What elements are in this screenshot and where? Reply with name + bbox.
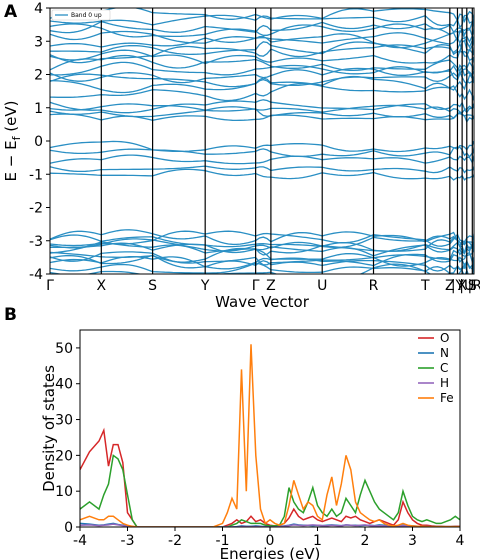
y-tick-label: 30 <box>55 413 73 429</box>
y-tick-label: 0 <box>34 134 43 150</box>
band-line <box>50 146 474 159</box>
legend-label: Fe <box>440 391 454 405</box>
band-line <box>50 168 474 181</box>
x-tick-label: 1 <box>313 533 322 549</box>
kpoint-label: Z <box>266 278 276 294</box>
band-line <box>50 67 474 84</box>
band-line <box>50 49 474 65</box>
band-line <box>50 234 474 249</box>
x-tick-label: 4 <box>456 533 465 549</box>
y-tick-label: -1 <box>29 167 43 183</box>
plot-frame <box>79 329 461 528</box>
y-tick-label: -2 <box>29 201 43 217</box>
y-tick-label: 4 <box>34 1 43 17</box>
kpoint-label: S <box>468 278 477 294</box>
band-line <box>50 54 474 73</box>
legend-label: H <box>440 376 449 390</box>
band-line <box>50 70 474 88</box>
kpoint-label: U <box>317 278 327 294</box>
kpoint-label: Γ <box>46 278 54 294</box>
panel-a-letter: A <box>4 2 18 22</box>
band-line <box>50 30 474 49</box>
legend-label: Band 0 up <box>71 12 102 19</box>
band-line <box>50 165 474 174</box>
kpoint-label: |Y <box>451 278 465 294</box>
band-line <box>50 14 474 29</box>
dos-series-h <box>80 523 460 527</box>
panel-b-letter: B <box>4 305 17 325</box>
legend-label: C <box>440 361 448 375</box>
kpoint-label: Z <box>445 278 455 294</box>
band-line <box>50 241 474 256</box>
kpoint-label: T <box>420 278 430 294</box>
band-line <box>50 32 474 48</box>
band-line <box>50 262 474 274</box>
density-of-states-plot: 0 10 20 30 40 50 -4 -3 -2 -1 0 1 2 3 4 Energies (eV) Den… <box>40 329 465 560</box>
band-line <box>50 229 474 249</box>
kpoint-label: |R <box>468 278 480 294</box>
band-line <box>50 82 474 102</box>
y-tick-label: 50 <box>55 341 73 357</box>
y-tick-label: 10 <box>55 484 73 500</box>
x-tick-label: -1 <box>216 533 230 549</box>
dos-series-o <box>80 427 460 527</box>
kpoint-label: |U <box>459 278 474 294</box>
band-line <box>50 103 474 114</box>
kpoint-label: X <box>97 278 107 294</box>
legend: Band 0 up <box>51 9 111 21</box>
legend-label: N <box>440 346 449 360</box>
y-tick-label: -4 <box>29 267 43 283</box>
band-line <box>50 99 474 114</box>
x-tick-label: 3 <box>408 533 417 549</box>
x-tick-label: -4 <box>73 533 87 549</box>
legend-label: O <box>440 331 449 345</box>
band-line <box>50 75 474 94</box>
y-tick-label: 1 <box>34 101 43 117</box>
x-tick-label: -3 <box>121 533 135 549</box>
y-tick-label: -3 <box>29 234 43 250</box>
y-tick-label: 40 <box>55 377 73 393</box>
x-axis-label: Energies (eV) <box>220 545 321 560</box>
band-line <box>50 251 474 267</box>
y-tick-label: 3 <box>34 34 43 50</box>
dos-series-c <box>80 454 460 527</box>
band-line <box>50 38 474 56</box>
band-line <box>50 247 474 263</box>
kpoint-label: X <box>457 278 467 294</box>
band-line <box>50 8 474 24</box>
band-line <box>50 108 474 119</box>
x-tick-label: 0 <box>266 533 275 549</box>
y-tick-label: 20 <box>55 448 73 464</box>
dos-series-fe <box>80 344 460 527</box>
x-tick-label: -2 <box>168 533 182 549</box>
band-line <box>50 262 474 274</box>
y-axis-label: E − Ef (eV) <box>2 101 23 182</box>
band-line <box>50 19 474 37</box>
band-line <box>50 42 474 64</box>
x-tick-label: 2 <box>361 533 370 549</box>
y-tick-label: 0 <box>64 520 73 536</box>
y-tick-label: 2 <box>34 68 43 84</box>
band-line <box>50 236 474 254</box>
band-line <box>50 253 474 270</box>
kpoint-label: S <box>148 278 157 294</box>
y-axis-label: Density of states <box>40 365 58 492</box>
kpoint-label: R <box>369 278 379 294</box>
dos-lines-group <box>80 344 460 527</box>
x-axis-label: Wave Vector <box>215 293 310 311</box>
kpoint-label: Y <box>200 278 210 294</box>
band-line <box>50 140 474 153</box>
band-line <box>50 154 474 165</box>
kpoint-label: Γ <box>252 278 260 294</box>
band-lines-group <box>50 8 474 274</box>
